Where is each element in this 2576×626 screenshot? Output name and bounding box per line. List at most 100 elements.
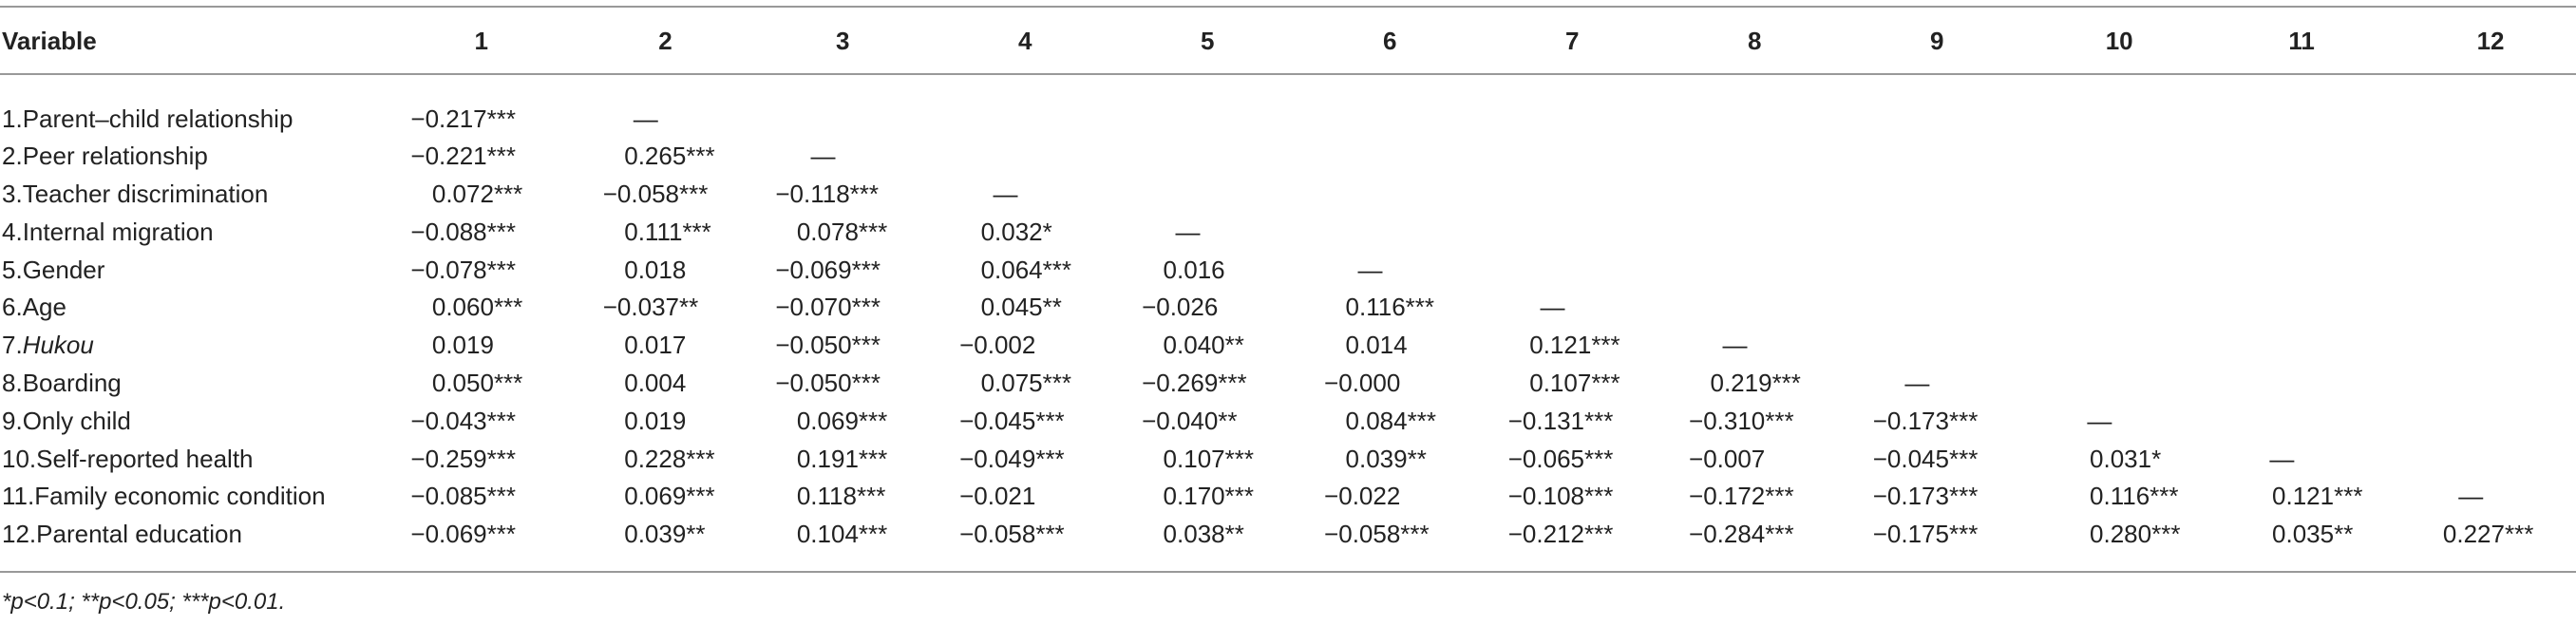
row-number: 9. [2,406,23,435]
row-number: 4. [2,217,23,246]
row-number: 3. [2,180,23,209]
row-label: 2.Peer relationship [2,142,208,170]
value-cell: 0.121*** [2272,482,2363,511]
value-cell: −0.175*** [1872,520,1979,549]
dash-cell: — [2458,482,2484,511]
value-cell: 0.191*** [796,444,888,473]
row-name: Peer relationship [22,142,208,171]
value-cell: 0.118*** [796,482,886,511]
value-cell: 0.107*** [1163,444,1254,473]
value-cell: 0.017 [624,331,687,360]
row-name: Age [22,293,66,322]
value-cell: −0.050*** [775,368,881,397]
value-cell: −0.088*** [410,217,516,246]
top-rule [0,6,2576,8]
value-cell: 0.227*** [2442,520,2534,549]
value-cell: 0.019 [431,331,494,360]
value-cell: 0.078*** [796,217,888,246]
value-cell: −0.269*** [1142,368,1247,397]
value-cell: 0.035** [2272,520,2354,549]
value-cell: 0.072*** [431,180,523,209]
value-cell: −0.070*** [775,293,881,322]
row-name: Gender [22,255,105,284]
value-cell: 0.075*** [980,368,1071,397]
value-cell: 0.280*** [2090,520,2181,549]
value-cell: −0.007 [1689,444,1766,473]
value-cell: −0.172*** [1689,482,1794,511]
value-cell: −0.173*** [1872,406,1979,435]
column-header: 12 [2476,27,2505,56]
value-cell: −0.000 [1324,368,1401,397]
column-header: 3 [836,27,850,56]
value-cell: −0.002 [959,331,1036,360]
value-cell: −0.022 [1324,482,1401,511]
row-number: 5. [2,255,23,284]
column-header: 9 [1929,27,1944,56]
value-cell: −0.284*** [1689,520,1794,549]
value-cell: −0.058*** [1324,520,1430,549]
row-label: 1.Parent–child relationship [2,104,293,133]
value-cell: −0.078*** [410,255,516,284]
value-cell: 0.039** [1345,444,1427,473]
value-cell: −0.058*** [602,180,709,209]
column-header: 8 [1747,27,1762,56]
row-number: 6. [2,293,23,322]
bottom-rule [0,571,2576,573]
row-name: Hukou [22,331,94,360]
row-label: 11.Family economic condition [2,482,326,510]
column-header: Variable [2,27,97,56]
row-number: 7. [2,331,23,360]
column-header: 4 [1018,27,1032,56]
value-cell: 0.060*** [431,293,523,322]
value-cell: 0.040** [1163,331,1244,360]
column-header: 7 [1564,27,1580,56]
column-header: 5 [1201,27,1215,56]
value-cell: 0.004 [624,368,687,397]
dash-cell: — [1722,331,1748,360]
value-cell: 0.031* [2090,444,2162,473]
value-cell: −0.131*** [1507,406,1614,435]
row-name: Boarding [22,368,122,397]
value-cell: −0.021 [959,482,1036,511]
value-cell: 0.116*** [2090,482,2179,511]
value-cell: 0.228*** [624,444,715,473]
value-cell: −0.065*** [1507,444,1614,473]
value-cell: −0.045*** [1872,444,1979,473]
value-cell: 0.116*** [1345,293,1435,322]
row-name: Internal migration [22,217,214,246]
row-label: 3.Teacher discrimination [2,180,268,208]
value-cell: 0.064*** [980,255,1071,284]
value-cell: −0.221*** [410,142,516,171]
value-cell: −0.069*** [410,520,516,549]
value-cell: −0.085*** [410,482,516,511]
dash-cell: — [993,180,1018,209]
value-cell: 0.038** [1163,520,1244,549]
value-cell: −0.040** [1142,406,1238,435]
value-cell: 0.107*** [1529,368,1620,397]
value-cell: −0.037** [602,293,699,322]
row-name: Family economic condition [34,482,326,511]
value-cell: −0.043*** [410,406,516,435]
value-cell: −0.045*** [959,406,1065,435]
value-cell: 0.050*** [431,368,523,397]
row-name: Self-reported health [36,444,254,473]
row-name: Parent–child relationship [22,104,294,133]
row-label: 9.Only child [2,407,131,435]
value-cell: 0.045** [980,293,1062,322]
header-rule [0,73,2576,75]
value-cell: 0.104*** [796,520,888,549]
row-name: Parental education [36,520,242,549]
value-cell: −0.026 [1142,293,1219,322]
value-cell: 0.121*** [1529,331,1620,360]
dash-cell: — [1904,368,1930,397]
value-cell: 0.014 [1345,331,1408,360]
value-cell: −0.049*** [959,444,1065,473]
value-cell: 0.219*** [1710,368,1801,397]
row-label: 4.Internal migration [2,218,214,246]
column-header: 1 [474,27,488,56]
dash-cell: — [2269,444,2295,473]
row-number: 10. [2,444,37,473]
dash-cell: — [1540,293,1565,322]
row-name: Teacher discrimination [22,180,269,209]
row-number: 11. [2,482,35,511]
